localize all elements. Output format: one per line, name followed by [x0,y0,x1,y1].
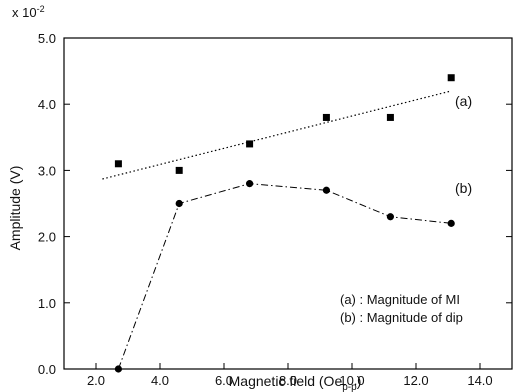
x-axis-title: Magnetic field (Oep-p) [229,373,362,392]
series-a-point [386,113,394,121]
series-b-point [447,219,455,227]
x-tick-label: 10.0 [339,373,364,388]
legend-entry-a: (a) : Magnitude of MI [340,292,460,307]
series-a-point [322,113,330,121]
y-tick-label: 1.0 [38,296,56,311]
series-b-point [386,213,394,221]
x-tick-label: 8.0 [279,373,297,388]
y-tick-label: 0.0 [38,362,56,377]
legend-entry-b: (b) : Magnitude of dip [340,310,463,325]
series-a-point [246,140,254,148]
series-a-point [114,160,122,168]
y-multiplier-label: x 10-2 [12,4,45,20]
series-b-point [246,180,254,188]
y-tick-label: 5.0 [38,31,56,46]
series-a-point [447,74,455,82]
series-a-point [175,166,183,174]
y-tick-label: 2.0 [38,230,56,245]
series-a-fit-line [102,90,452,180]
x-tick-label: 2.0 [87,373,105,388]
x-tick-label: 6.0 [215,373,233,388]
x-tick-label: 12.0 [403,373,428,388]
x-tick-label: 4.0 [151,373,169,388]
y-axis-title: Amplitude (V) [7,166,23,251]
series-a-tag: (a) [455,93,472,109]
x-tick-label: 14.0 [467,373,492,388]
axis-ticks: 2.0 4.0 6.0 8.0 10.0 12.0 14.0 0.0 1.0 2.0 3.0 4.0 5… [38,31,512,388]
series-b-tag: (b) [455,180,472,196]
y-tick-label: 4.0 [38,97,56,112]
series-b-point [322,186,330,194]
y-tick-label: 3.0 [38,163,56,178]
plot-area-frame [63,37,513,370]
series-b-point [175,199,183,208]
chart-marks [102,74,455,373]
series-b-line [117,183,452,370]
